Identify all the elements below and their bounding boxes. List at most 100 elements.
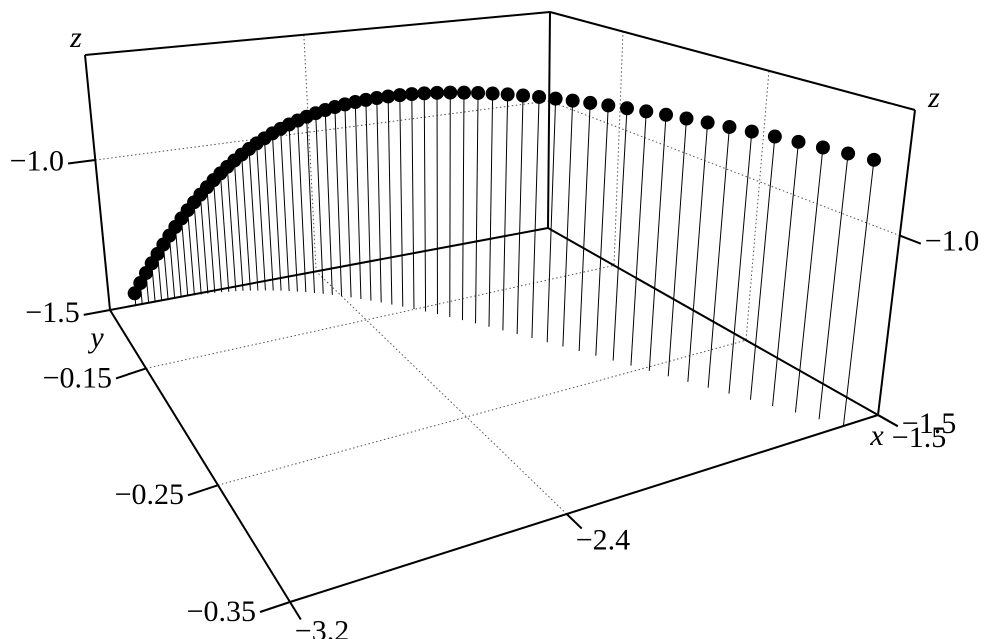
marker — [639, 104, 654, 119]
axis-edge — [84, 54, 111, 311]
z-tick-mark — [899, 234, 922, 245]
marker — [722, 119, 737, 134]
z-tick-mark — [67, 159, 96, 165]
stem — [306, 116, 315, 293]
z-axis-label: z — [69, 21, 82, 54]
marker — [127, 286, 142, 301]
stem — [595, 105, 609, 356]
x-tick-label: −2.4 — [576, 523, 630, 556]
stem — [531, 96, 540, 339]
y-tick-label: −0.15 — [43, 361, 112, 394]
marker — [791, 134, 806, 149]
marker — [443, 85, 458, 100]
axis-edge — [877, 109, 916, 416]
axis-edge — [289, 414, 879, 603]
axis-edge — [547, 11, 551, 229]
marker — [583, 95, 598, 110]
stem — [334, 107, 343, 297]
marker — [516, 88, 531, 103]
stem — [193, 202, 202, 295]
z-tick-label: −1.5 — [25, 296, 79, 329]
stem — [546, 98, 557, 343]
marker — [430, 85, 445, 100]
stem — [612, 108, 628, 361]
stem — [818, 153, 849, 420]
marker — [548, 91, 563, 106]
z-tick-label: −1.0 — [925, 225, 979, 258]
stem — [344, 104, 352, 298]
stem — [256, 143, 266, 291]
marker — [679, 111, 694, 126]
marker — [381, 89, 396, 104]
axes-box — [84, 11, 916, 603]
ticks: −3.2−2.4−1.5−0.35−0.25−0.15−1.5−1.5−1.0−… — [10, 144, 980, 639]
stem — [707, 126, 730, 388]
marker — [601, 98, 616, 113]
stem — [213, 180, 223, 293]
stem — [248, 148, 259, 291]
axis-edge — [109, 309, 291, 603]
stem — [354, 102, 362, 299]
grid-line — [95, 100, 900, 237]
stem — [387, 96, 393, 305]
marker — [815, 140, 830, 155]
z-tick-label: −1.0 — [10, 144, 64, 177]
z-tick-mark — [83, 309, 111, 316]
stem — [728, 131, 753, 394]
stem — [488, 93, 494, 327]
stem — [772, 141, 799, 407]
stem — [376, 98, 382, 303]
stem — [206, 187, 216, 293]
marker — [485, 86, 500, 101]
stem — [516, 95, 524, 335]
marker — [348, 95, 363, 110]
x-tick-label: −1.5 — [892, 421, 946, 454]
marker — [659, 107, 674, 122]
stem — [315, 113, 324, 294]
stem — [667, 118, 687, 377]
marker — [700, 115, 715, 130]
marker — [404, 87, 419, 102]
y-tick-mark — [115, 367, 147, 380]
z-tick-label: −1.5 — [902, 407, 956, 440]
marker — [457, 85, 472, 100]
stem — [174, 226, 182, 298]
marker — [841, 146, 856, 161]
marker — [358, 92, 373, 107]
stem — [180, 218, 189, 297]
y-tick-mark — [187, 484, 219, 497]
stem — [749, 136, 776, 400]
x-tick-label: −3.2 — [295, 614, 349, 639]
stem — [233, 160, 244, 291]
axis-edge — [109, 227, 549, 311]
stem — [562, 100, 574, 347]
x-axis-label: x — [869, 419, 884, 452]
axis-edge — [84, 11, 551, 56]
z-axis-label: z — [927, 81, 940, 114]
stem — [324, 110, 333, 295]
marker — [620, 101, 635, 116]
y-axis-label: y — [87, 321, 104, 354]
marker — [369, 91, 384, 106]
stem — [794, 147, 824, 413]
stem — [297, 120, 307, 293]
stem — [288, 124, 298, 292]
stem — [423, 93, 427, 312]
stem — [630, 111, 647, 366]
marker — [565, 93, 580, 108]
stem — [842, 159, 875, 427]
stem — [226, 166, 237, 292]
x-tick-mark — [289, 601, 302, 621]
axis-edge — [549, 11, 916, 111]
stem — [280, 128, 290, 292]
marker — [767, 129, 782, 144]
stem — [648, 114, 667, 371]
marker — [392, 88, 407, 103]
stem — [687, 122, 709, 382]
y-tick-label: −0.35 — [187, 595, 256, 628]
stem — [411, 94, 415, 309]
marker — [500, 87, 515, 102]
z-tick-mark — [877, 414, 899, 428]
